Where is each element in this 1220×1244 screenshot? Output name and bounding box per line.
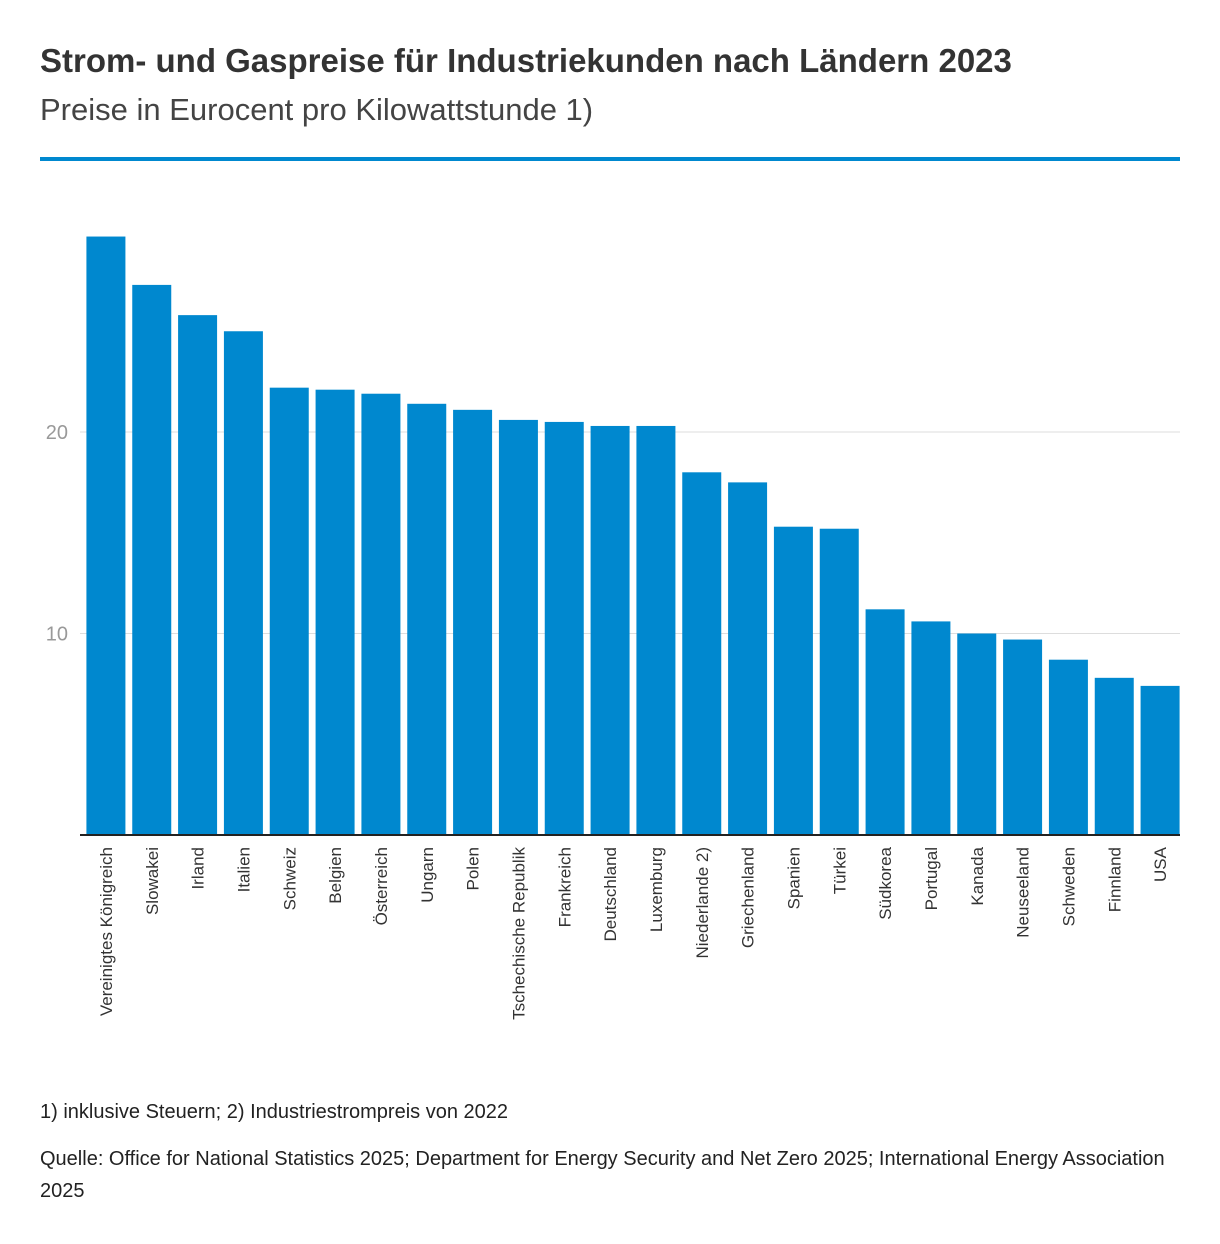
bar-11: [590, 425, 630, 835]
x-tick-label: Südkorea: [876, 846, 895, 919]
bar-13: [682, 472, 722, 835]
bar-1: [132, 284, 172, 835]
bar-22: [1094, 677, 1134, 835]
bar-17: [865, 609, 905, 835]
x-tick-label: Österreich: [372, 847, 391, 925]
x-tick-label: Spanien: [784, 847, 803, 909]
bar-12: [636, 425, 676, 835]
x-tick-label: Italien: [234, 847, 253, 892]
bar-19: [957, 633, 997, 835]
x-tick-label: Slowakei: [143, 847, 162, 915]
bar-18: [911, 621, 951, 835]
bar-9: [498, 419, 538, 835]
x-tick-label: Finnland: [1105, 847, 1124, 912]
x-tick-label: Niederlande 2): [693, 847, 712, 959]
bar-10: [544, 421, 584, 835]
x-tick-label: USA: [1151, 846, 1170, 882]
x-tick-label: Schweiz: [280, 847, 299, 910]
footnote: 1) inklusive Steuern; 2) Industriestromp…: [40, 1101, 509, 1123]
x-tick-label: Schweden: [1059, 847, 1078, 926]
bar-14: [728, 482, 768, 835]
x-tick-label: Luxemburg: [647, 847, 666, 932]
bar-23: [1140, 685, 1180, 835]
gridlines: 10 20: [46, 422, 1180, 646]
x-tick-label: Portugal: [922, 847, 941, 910]
x-tick-label: Frankreich: [555, 847, 574, 927]
bar-16: [819, 528, 859, 835]
bar-21: [1048, 659, 1088, 835]
bar-8: [453, 409, 493, 835]
bar-0: [86, 236, 126, 836]
y-tick-label: 20: [46, 422, 68, 444]
category-labels: Vereinigtes Königreich Slowakei Irland Ital…: [97, 846, 1170, 1020]
source-note: Quelle: Office for National Statistics 2…: [40, 1148, 1165, 1202]
bar-2: [178, 315, 218, 835]
x-tick-label: Ungarn: [418, 847, 437, 903]
x-tick-label: Griechenland: [739, 847, 758, 948]
chart-title: Strom- und Gaspreise für Industriekunden…: [40, 42, 1012, 79]
bar-20: [1003, 639, 1043, 835]
x-tick-label: Belgien: [326, 847, 345, 904]
x-tick-label: Polen: [464, 847, 483, 890]
bar-6: [361, 393, 401, 835]
bars: [86, 236, 1180, 836]
bar-5: [315, 389, 355, 835]
x-tick-label: Kanada: [968, 846, 987, 905]
chart-subtitle: Preise in Eurocent pro Kilowattstunde 1): [40, 92, 594, 127]
x-tick-label: Vereinigtes Königreich: [97, 847, 116, 1016]
x-tick-label: Neuseeland: [1014, 847, 1033, 938]
bar-3: [223, 331, 263, 835]
bar-7: [407, 403, 447, 835]
title-rule: [40, 157, 1180, 161]
x-tick-label: Tschechische Republik: [509, 847, 528, 1020]
bar-chart: 10 20 Vereinigtes Königreich Slowakei Irlan…: [46, 236, 1180, 1020]
bar-15: [773, 526, 813, 835]
y-tick-label: 10: [46, 624, 68, 646]
bar-4: [269, 387, 309, 835]
x-tick-label: Irland: [189, 847, 208, 890]
x-tick-label: Deutschland: [601, 847, 620, 942]
x-tick-label: Türkei: [830, 847, 849, 894]
